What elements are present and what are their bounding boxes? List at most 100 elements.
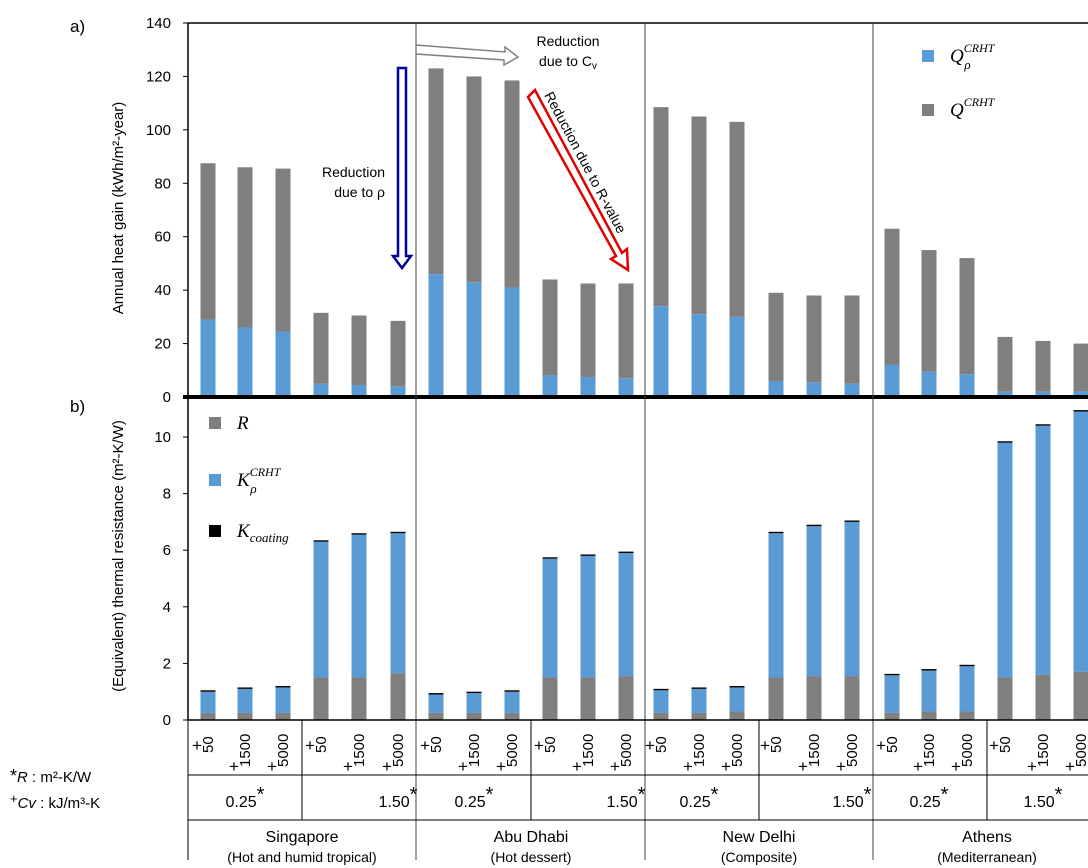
bar-r <box>959 711 975 720</box>
y-tick-label: 0 <box>163 389 171 406</box>
cv-tick-label: 5000 <box>275 734 292 767</box>
y-tick-label: 140 <box>146 15 171 32</box>
panel-b-ylabel: (Equivalent) thermal resistance (m²-K/W) <box>110 420 127 692</box>
bar-r <box>768 677 784 720</box>
bar-r <box>691 712 707 720</box>
bar-k-coating <box>428 693 444 695</box>
bar-q-total <box>997 336 1013 392</box>
bar-r <box>237 712 253 720</box>
bar-r <box>275 712 291 720</box>
cv-value-text: 5000 <box>618 734 635 767</box>
bar-r <box>542 677 558 720</box>
cv-plus-mark: + <box>534 736 544 755</box>
cv-plus-mark: + <box>572 757 582 776</box>
y-tick-label: 60 <box>154 229 171 246</box>
bar-k-rho <box>275 687 291 713</box>
cv-plus-mark: + <box>876 736 886 755</box>
bar-r <box>921 711 937 720</box>
bar-q-total <box>504 80 520 288</box>
cv-plus-mark: + <box>343 757 353 776</box>
cv-value-text: 5000 <box>959 734 976 767</box>
bar-k-rho <box>200 691 216 713</box>
legend-label: QCRHT <box>950 95 996 121</box>
bar-k-rho <box>729 687 745 712</box>
bar-q-total <box>428 68 444 275</box>
y-tick-label: 100 <box>146 122 171 139</box>
bar-r <box>844 676 860 720</box>
bar-q-rho <box>351 384 367 397</box>
bar-q-rho <box>653 306 669 397</box>
cv-plus-mark: + <box>610 757 620 776</box>
bar-k-rho <box>1035 425 1051 675</box>
cv-tick-label: 50 <box>542 736 559 753</box>
bar-k-rho <box>580 555 596 678</box>
bar-q-total <box>653 107 669 307</box>
cv-annotation-line1: Reduction <box>536 33 599 49</box>
bar-k-coating <box>390 531 406 534</box>
bar-r <box>884 712 900 720</box>
cv-tick-label: 1500 <box>691 734 708 767</box>
cv-value-text: 1500 <box>351 734 368 767</box>
y-tick-label: 8 <box>163 486 171 503</box>
bar-k-rho <box>237 688 253 713</box>
bar-q-total <box>351 315 367 385</box>
rho-annotation-line1: Reduction <box>322 164 385 180</box>
r-value-reduction-arrow <box>526 87 630 273</box>
bar-k-rho <box>691 688 707 713</box>
group-label: 1.50* <box>833 784 872 811</box>
cv-plus-mark: + <box>305 736 315 755</box>
bar-r <box>351 677 367 720</box>
bar-q-total <box>1073 343 1088 392</box>
cv-tick-label: 5000 <box>729 734 746 767</box>
cv-plus-mark: + <box>420 736 430 755</box>
bar-q-total <box>580 283 596 377</box>
bar-r <box>653 712 669 720</box>
bar-k-rho <box>768 533 784 678</box>
y-tick-label: 10 <box>154 429 171 446</box>
cv-value-text: 1500 <box>466 734 483 767</box>
y-tick-label: 80 <box>154 175 171 192</box>
bar-q-total <box>806 295 822 383</box>
cv-plus-mark: + <box>721 757 731 776</box>
bar-k-coating <box>618 551 634 554</box>
city-name: New Delhi <box>723 829 796 846</box>
bar-k-rho <box>618 553 634 677</box>
units-legend: *R : m²-K/W +Cv : kJ/m³-K <box>10 766 100 812</box>
cv-plus-mark: + <box>1065 757 1075 776</box>
cv-tick-label: 1500 <box>351 734 368 767</box>
legend-label: R <box>236 413 249 434</box>
bar-q-rho <box>921 371 937 397</box>
bar-k-rho <box>351 534 367 678</box>
r-value-reduction-annotation: Reduction due to R-value <box>526 87 630 273</box>
cv-plus-mark: + <box>951 757 961 776</box>
bar-q-rho <box>806 382 822 397</box>
cv-plus-mark: + <box>836 757 846 776</box>
rho-reduction-annotation: Reduction due to ρ <box>322 66 414 271</box>
cv-value-text: 1500 <box>806 734 823 767</box>
bar-q-rho <box>275 331 291 397</box>
legend-label: KCRHT ρ <box>236 465 282 496</box>
bar-k-rho <box>313 541 329 678</box>
bar-q-total <box>959 258 975 375</box>
bar-k-rho <box>806 526 822 677</box>
bar-r <box>200 712 216 720</box>
cv-tick-label: 1500 <box>580 734 597 767</box>
bar-k-coating <box>351 533 367 535</box>
cv-value-text: 50 <box>884 736 901 753</box>
cv-tick-label: 1500 <box>237 734 254 767</box>
bar-q-rho <box>997 391 1013 397</box>
cv-value-text: 5000 <box>1073 734 1088 767</box>
cv-plus-mark: + <box>798 757 808 776</box>
bar-k-coating <box>466 691 482 694</box>
bar-q-rho <box>466 282 482 397</box>
y-tick-label: 40 <box>154 282 171 299</box>
bar-k-rho <box>653 690 669 713</box>
bar-k-coating <box>921 669 937 671</box>
legend-label: Kcoating <box>236 521 289 545</box>
cv-plus-mark: + <box>645 736 655 755</box>
group-label: 0.25* <box>680 784 719 811</box>
city-name: Athens <box>962 829 1012 846</box>
y-tick-label: 2 <box>163 655 171 672</box>
cv-tick-label: 50 <box>428 736 445 753</box>
group-label: 0.25* <box>455 784 494 811</box>
